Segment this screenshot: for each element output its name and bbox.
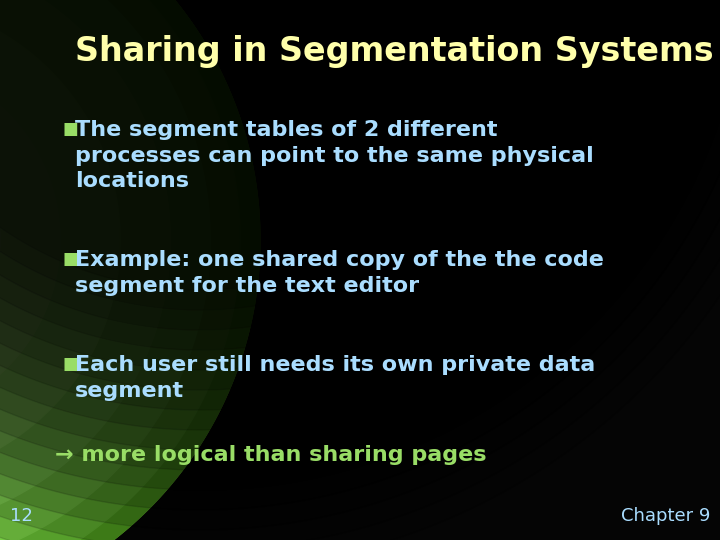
Text: The segment tables of 2 different
processes can point to the same physical
locat: The segment tables of 2 different proces…	[75, 120, 594, 191]
Polygon shape	[0, 0, 170, 530]
Text: ■: ■	[62, 120, 78, 138]
Text: → more logical than sharing pages: → more logical than sharing pages	[55, 445, 487, 465]
Text: 12: 12	[10, 507, 33, 525]
Polygon shape	[0, 0, 570, 310]
Polygon shape	[0, 0, 720, 470]
Polygon shape	[0, 0, 180, 540]
Polygon shape	[0, 60, 60, 420]
Polygon shape	[0, 0, 720, 490]
Polygon shape	[0, 0, 670, 410]
Polygon shape	[0, 100, 20, 380]
Polygon shape	[0, 0, 650, 390]
Polygon shape	[0, 0, 710, 450]
Polygon shape	[0, 0, 590, 330]
Text: ■: ■	[62, 250, 78, 268]
Polygon shape	[0, 0, 720, 510]
Polygon shape	[0, 0, 260, 540]
Polygon shape	[0, 20, 100, 460]
Text: Sharing in Segmentation Systems: Sharing in Segmentation Systems	[75, 35, 714, 68]
Polygon shape	[0, 0, 550, 290]
Polygon shape	[0, 0, 220, 540]
Polygon shape	[0, 0, 610, 350]
Polygon shape	[0, 0, 240, 540]
Text: Example: one shared copy of the the code
segment for the text editor: Example: one shared copy of the the code…	[75, 250, 604, 295]
Polygon shape	[0, 60, 60, 420]
Polygon shape	[0, 0, 140, 500]
Text: Each user still needs its own private data
segment: Each user still needs its own private da…	[75, 355, 595, 401]
Text: Chapter 9: Chapter 9	[621, 507, 710, 525]
Polygon shape	[0, 0, 630, 370]
Polygon shape	[0, 0, 120, 480]
Polygon shape	[0, 0, 210, 540]
Polygon shape	[0, 0, 690, 430]
Polygon shape	[0, 0, 260, 540]
Text: ■: ■	[62, 355, 78, 373]
